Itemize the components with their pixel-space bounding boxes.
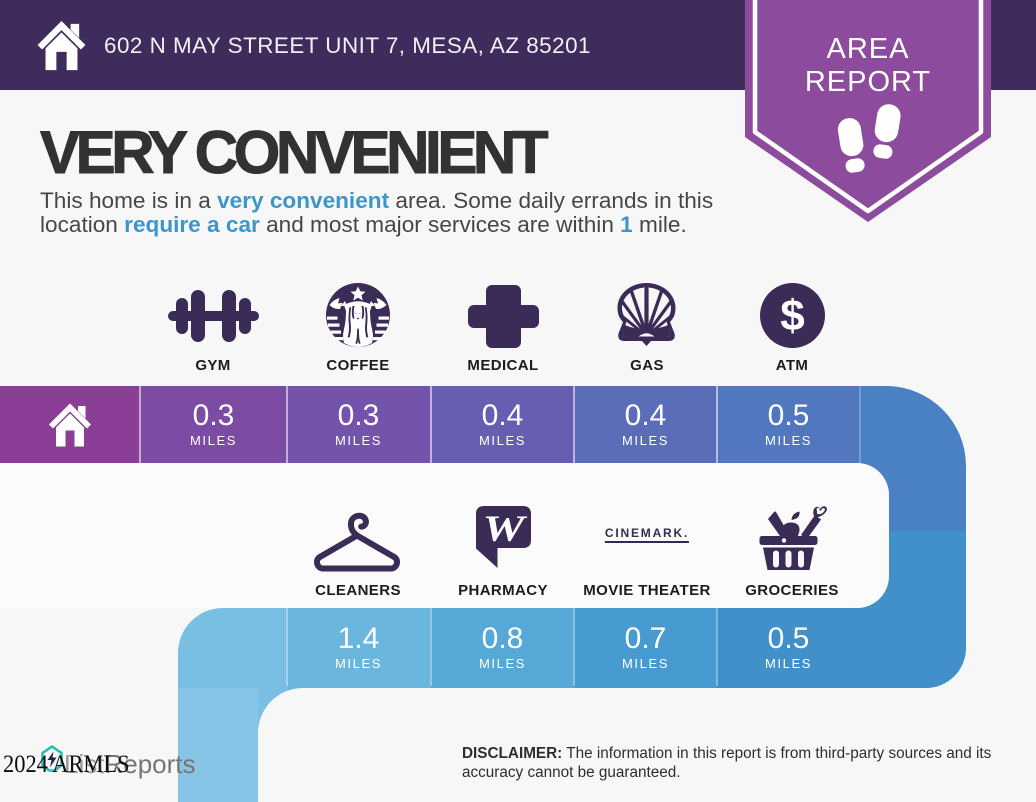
svg-text:AREA: AREA (827, 33, 910, 65)
svg-text:REPORT: REPORT (805, 66, 931, 98)
svg-text:$: $ (780, 292, 804, 341)
svg-text:W: W (483, 509, 529, 550)
